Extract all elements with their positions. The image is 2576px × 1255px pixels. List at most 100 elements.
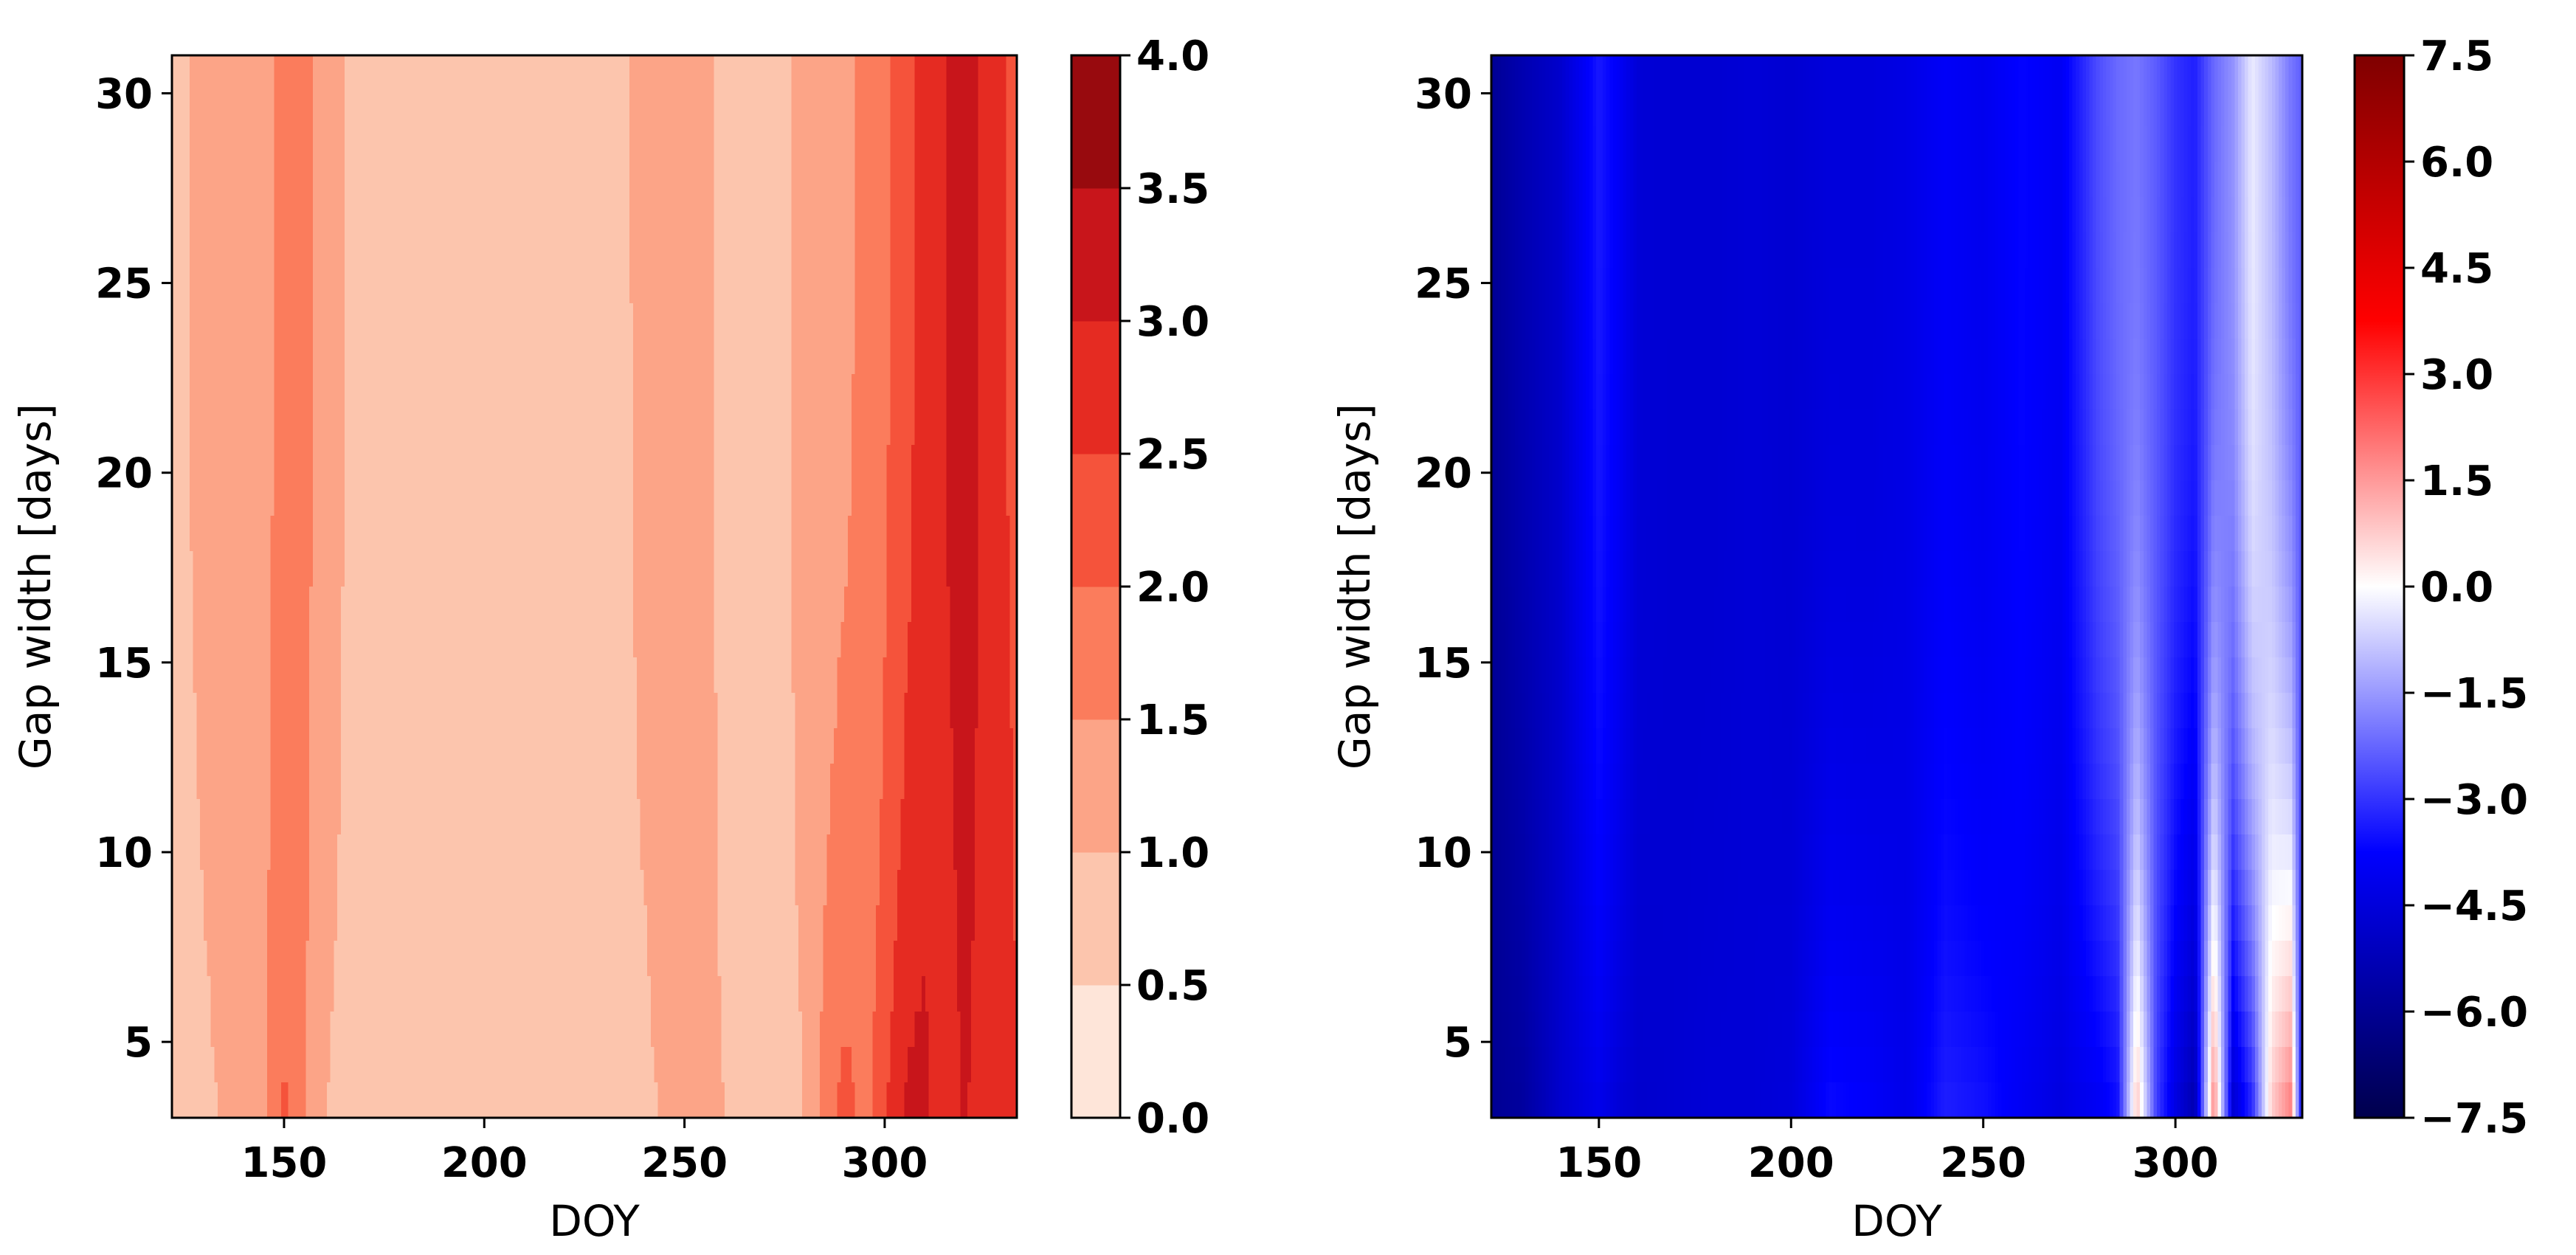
heatmap-cell: [608, 764, 613, 800]
heatmap-cell: [481, 941, 486, 977]
heatmap-cell: [415, 409, 419, 446]
heatmap-cell: [246, 728, 250, 764]
heatmap-cell: [210, 870, 215, 906]
heatmap-cell: [513, 268, 518, 304]
heatmap-cell: [661, 516, 666, 552]
heatmap-cell: [207, 905, 212, 941]
heatmap-cell: [453, 1047, 458, 1083]
heatmap-cell: [224, 834, 229, 871]
heatmap-cell: [753, 480, 757, 516]
heatmap-cell: [341, 91, 345, 127]
heatmap-cell: [453, 728, 458, 764]
heatmap-cell: [739, 905, 743, 941]
heatmap-cell: [488, 339, 493, 375]
heatmap-cell: [418, 91, 423, 127]
heatmap-cell: [573, 1012, 578, 1048]
heatmap-cell: [594, 1082, 599, 1119]
heatmap-cell: [316, 587, 321, 623]
heatmap-cell: [232, 905, 236, 941]
heatmap-cell: [548, 303, 553, 339]
heatmap-cell: [520, 1082, 525, 1119]
heatmap-cell: [650, 55, 655, 91]
heatmap-cell: [745, 162, 750, 198]
heatmap-cell: [246, 1082, 250, 1119]
heatmap-cell: [481, 728, 486, 764]
heatmap-cell: [411, 232, 415, 269]
heatmap-cell: [615, 941, 620, 977]
heatmap-cell: [598, 339, 602, 375]
heatmap-cell: [703, 268, 708, 304]
heatmap-cell: [689, 976, 694, 1012]
heatmap-cell: [387, 162, 391, 198]
heatmap-cell: [387, 303, 391, 339]
heatmap-cell: [210, 764, 215, 800]
heatmap-cell: [753, 976, 757, 1012]
heatmap-cell: [552, 1082, 556, 1119]
heatmap-cell: [527, 339, 532, 375]
heatmap-cell: [650, 587, 655, 623]
heatmap-cell: [524, 162, 528, 198]
heatmap-cell: [393, 622, 398, 658]
heatmap-cell: [756, 232, 761, 269]
heatmap-cell: [714, 268, 719, 304]
heatmap-cell: [316, 1082, 321, 1119]
heatmap-cell: [503, 374, 508, 410]
heatmap-cell: [383, 870, 387, 906]
heatmap-cell: [390, 941, 395, 977]
heatmap-cell: [182, 657, 187, 694]
heatmap-cell: [249, 587, 254, 623]
heatmap-cell: [344, 976, 349, 1012]
heatmap-cell: [700, 303, 705, 339]
heatmap-cell: [478, 764, 483, 800]
heatmap-cell: [189, 834, 194, 871]
heatmap-cell: [463, 480, 469, 516]
heatmap-cell: [538, 126, 542, 162]
heatmap-cell: [601, 409, 606, 446]
heatmap-cell: [717, 445, 722, 481]
heatmap-cell: [453, 339, 458, 375]
heatmap-cell: [488, 905, 493, 941]
heatmap-cell: [573, 728, 578, 764]
heatmap-cell: [323, 1082, 328, 1119]
heatmap-cell: [432, 162, 437, 198]
heatmap-cell: [344, 339, 349, 375]
heatmap-cell: [721, 657, 725, 694]
heatmap-cell: [700, 693, 705, 729]
heatmap-cell: [425, 339, 430, 375]
heatmap-cell: [696, 657, 701, 694]
heatmap-cell: [661, 799, 666, 835]
heatmap-cell: [643, 976, 648, 1012]
heatmap-cell: [601, 268, 606, 304]
heatmap-cell: [735, 445, 739, 481]
heatmap-cell: [584, 622, 588, 658]
heatmap-cell: [594, 516, 599, 552]
heatmap-cell: [463, 126, 469, 162]
heatmap-cell: [309, 91, 314, 127]
heatmap-cell: [429, 976, 433, 1012]
heatmap-cell: [725, 232, 729, 269]
heatmap-cell: [274, 91, 278, 127]
heatmap-cell: [696, 162, 701, 198]
heatmap-cell: [657, 657, 662, 694]
heatmap-cell: [362, 693, 367, 729]
heatmap-cell: [467, 268, 472, 304]
heatmap-cell: [362, 870, 367, 906]
heatmap-cell: [443, 834, 447, 871]
heatmap-cell: [629, 232, 634, 269]
heatmap-cell: [330, 303, 335, 339]
heatmap-cell: [506, 339, 511, 375]
heatmap-cell: [274, 870, 278, 906]
heatmap-cell: [443, 622, 447, 658]
heatmap-cell: [432, 587, 437, 623]
heatmap-cell: [615, 976, 620, 1012]
heatmap-cell: [640, 445, 645, 481]
heatmap-cell: [344, 303, 349, 339]
heatmap-cell: [246, 55, 250, 91]
heatmap-cell: [453, 409, 458, 446]
heatmap-cell: [294, 870, 300, 906]
heatmap-cell: [626, 693, 631, 729]
heatmap-cell: [492, 409, 497, 446]
heatmap-cell: [647, 445, 652, 481]
heatmap-cell: [189, 1012, 194, 1048]
heatmap-cell: [492, 374, 497, 410]
